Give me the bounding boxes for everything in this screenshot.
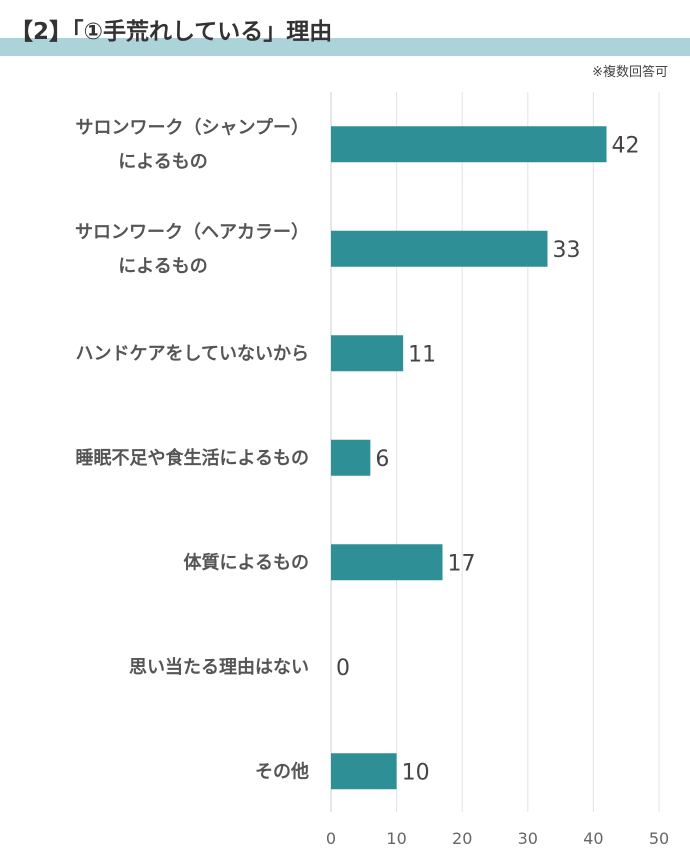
bar [331,335,404,372]
data-label: 0 [336,656,350,681]
multiple-answer-note: ※複数回答可 [592,65,668,80]
data-label: 42 [612,133,640,158]
bar [331,230,548,267]
category-label: 体質によるもの [184,551,309,573]
bar [331,126,607,163]
category-label: 睡眠不足や食生活によるもの [76,447,309,469]
data-label: 17 [448,551,476,576]
category-label: ハンドケアをしていないから [76,343,309,364]
category-label: によるもの [118,256,207,277]
bar [331,753,397,790]
category-label: その他 [255,760,309,782]
data-label: 33 [552,238,580,263]
category-label: によるもの [118,151,207,172]
data-label: 6 [375,447,389,472]
bar [331,544,443,581]
chart-title: 【2】「①手荒れしている」理由 [10,19,333,45]
x-tick-label: 50 [649,829,669,848]
x-tick-label: 30 [518,829,538,848]
x-tick-label: 0 [326,829,336,848]
bar [331,439,371,476]
category-label: 思い当たる理由はない [129,656,309,678]
category-label: サロンワーク（ヘアカラー） [75,222,309,243]
x-tick-label: 40 [583,829,603,848]
category-label: サロンワーク（シャンプー） [76,116,309,138]
data-label: 11 [408,342,436,367]
data-label: 10 [402,760,430,785]
x-tick-label: 10 [386,829,406,848]
title-band [0,38,690,56]
x-tick-label: 20 [452,829,472,848]
